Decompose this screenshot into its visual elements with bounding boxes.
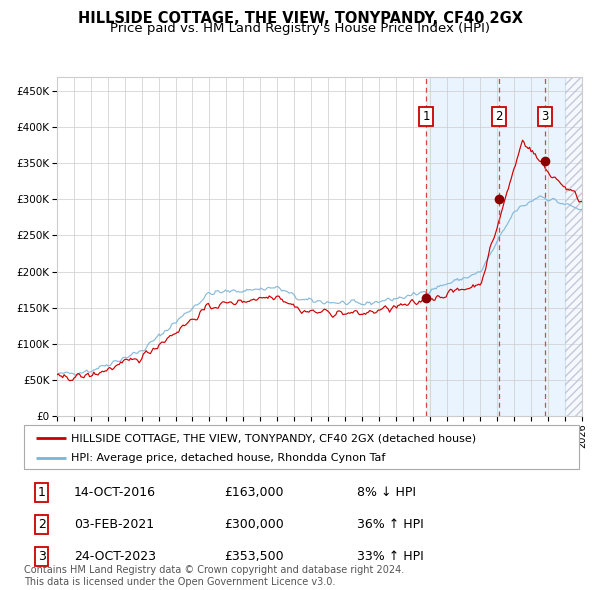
- FancyBboxPatch shape: [24, 425, 579, 469]
- Text: £353,500: £353,500: [224, 550, 283, 563]
- Text: 36% ↑ HPI: 36% ↑ HPI: [357, 518, 424, 531]
- Text: 33% ↑ HPI: 33% ↑ HPI: [357, 550, 424, 563]
- Text: HILLSIDE COTTAGE, THE VIEW, TONYPANDY, CF40 2GX (detached house): HILLSIDE COTTAGE, THE VIEW, TONYPANDY, C…: [71, 433, 476, 443]
- Text: 2: 2: [38, 518, 46, 531]
- Text: 3: 3: [38, 550, 46, 563]
- Text: £163,000: £163,000: [224, 486, 283, 499]
- Text: 1: 1: [38, 486, 46, 499]
- Text: Contains HM Land Registry data © Crown copyright and database right 2024.
This d: Contains HM Land Registry data © Crown c…: [24, 565, 404, 587]
- Text: 14-OCT-2016: 14-OCT-2016: [74, 486, 156, 499]
- Text: HILLSIDE COTTAGE, THE VIEW, TONYPANDY, CF40 2GX: HILLSIDE COTTAGE, THE VIEW, TONYPANDY, C…: [77, 11, 523, 25]
- Text: 3: 3: [541, 110, 548, 123]
- Text: HPI: Average price, detached house, Rhondda Cynon Taf: HPI: Average price, detached house, Rhon…: [71, 453, 386, 463]
- Text: 2: 2: [495, 110, 503, 123]
- Bar: [565, 77, 582, 416]
- Text: 1: 1: [422, 110, 430, 123]
- Text: £300,000: £300,000: [224, 518, 284, 531]
- Bar: [565, 77, 582, 416]
- Bar: [426, 77, 565, 416]
- Text: 03-FEB-2021: 03-FEB-2021: [74, 518, 154, 531]
- Text: 8% ↓ HPI: 8% ↓ HPI: [357, 486, 416, 499]
- Text: Price paid vs. HM Land Registry's House Price Index (HPI): Price paid vs. HM Land Registry's House …: [110, 22, 490, 35]
- Text: 24-OCT-2023: 24-OCT-2023: [74, 550, 156, 563]
